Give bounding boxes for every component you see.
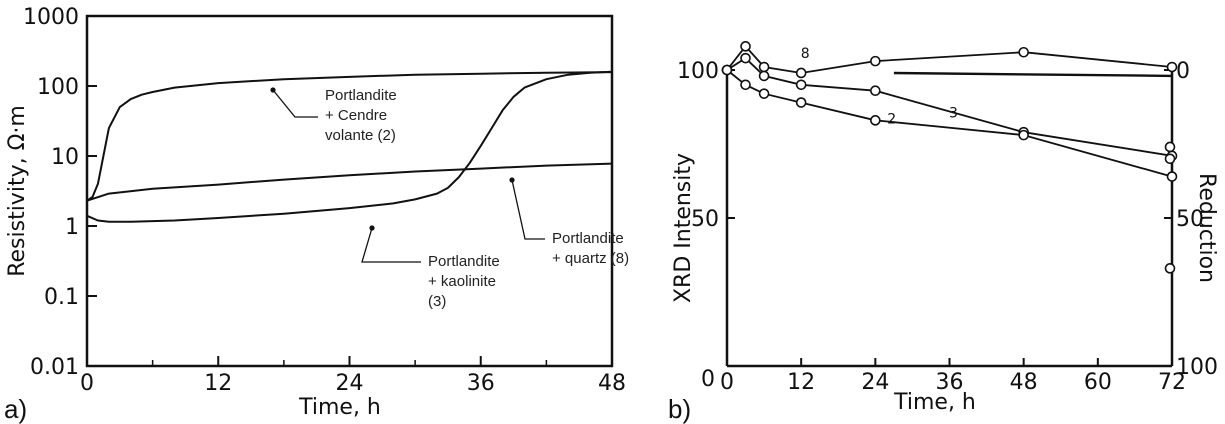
panel-b-x-tick-label: 0 xyxy=(720,370,734,395)
panel-a-annotation-text: (3) xyxy=(428,293,446,310)
panel-b-data-point xyxy=(1166,61,1178,73)
panel-b-y-axis-label: XRD Intensity xyxy=(671,153,696,303)
panel-a-y-tick-label: 10 xyxy=(51,145,79,170)
panel-a-series-line-fly-ash xyxy=(86,71,613,202)
panel-a-y-tick-label: 100 xyxy=(37,75,79,100)
panel-b-series: 8 3 2 xyxy=(721,41,1178,274)
panel-b-letter: b) xyxy=(668,394,691,424)
panel-a-annotation-text: Portlandite xyxy=(428,253,500,270)
panel-b-data-point xyxy=(870,85,881,97)
panel-b-x-tick-label: 36 xyxy=(936,370,964,395)
panel-b-y2-tick-label: 100 xyxy=(1176,355,1218,380)
panel-a-x-tick-label: 24 xyxy=(336,371,364,396)
panel-a-annotation-text: + kaolinite xyxy=(428,273,496,290)
panel-a-annotation-leader xyxy=(511,179,545,240)
panel-b-data-point xyxy=(870,115,881,126)
panel-b-data-point xyxy=(758,61,770,73)
panel-b-y-tick-label: 0 xyxy=(701,367,715,392)
panel-a-y-tick-label: 0.1 xyxy=(44,285,79,310)
panel-a-y-tick-label: 1 xyxy=(65,215,79,240)
panel-b-data-point xyxy=(795,67,807,79)
panel-a-ticks: 0 12 24 36 48 0.01 0.1 1 10 100 1000 xyxy=(23,5,626,396)
panel-a-x-tick-label: 0 xyxy=(80,371,94,396)
panel-b-data-point xyxy=(1166,171,1178,182)
panel-a-annotation-arrowhead xyxy=(369,225,375,231)
panel-a-x-tick-label: 48 xyxy=(598,371,626,396)
panel-a-annotation-text: + Cendre xyxy=(325,107,387,124)
panel-b-series-line-8 xyxy=(726,44,1173,74)
panel-b-y-tick-label: 50 xyxy=(691,207,719,232)
panel-b-data-point xyxy=(721,64,733,76)
panel-a-x-tick-label: 12 xyxy=(204,371,232,396)
panel-b-y2-tick-label: 50 xyxy=(1176,207,1204,232)
panel-a-plot-frame xyxy=(85,14,614,368)
panel-b-data-point xyxy=(1018,46,1029,58)
panel-b-series-label: 8 xyxy=(801,46,810,62)
panel-b-reduction-line xyxy=(893,71,1173,78)
panel-a-annotation-leader xyxy=(361,227,421,263)
panel-a-series-line-quartz xyxy=(86,162,613,202)
panel-b-data-point xyxy=(740,52,751,64)
panel-a-x-axis-label: Time, h xyxy=(298,395,381,420)
panel-a-y-axis-label: Resistivity, Ω·m xyxy=(5,105,30,277)
panel-b-data-point xyxy=(795,79,807,91)
panel-b-data-point xyxy=(795,97,807,108)
panel-b-data-point xyxy=(758,88,770,99)
panel-a-annotation-text: + quartz (8) xyxy=(552,250,629,267)
panel-b-series-line-2 xyxy=(726,69,1173,178)
panel-b-y2-axis-label: Reduction xyxy=(1194,173,1219,283)
panel-b-edge-point xyxy=(1164,153,1176,165)
panel-a-series-line-kaolinite xyxy=(86,70,613,223)
panel-b-y2-tick-label: 0 xyxy=(1176,59,1190,84)
panel-a-annotation-text: Portlandite xyxy=(552,230,624,247)
panel-a-annotation-arrowhead xyxy=(270,87,276,93)
panel-a-series xyxy=(86,70,613,223)
panel-b-x-tick-label: 72 xyxy=(1158,370,1186,395)
panel-a-x-tick-label: 36 xyxy=(467,371,495,396)
panel-b-edge-point xyxy=(1164,263,1176,274)
panel-b-data-point xyxy=(1018,129,1029,141)
panel-b-x-tick-label: 48 xyxy=(1010,370,1038,395)
panel-b-data-point xyxy=(740,41,751,52)
panel-a-y-tick-label: 1000 xyxy=(23,5,79,30)
panel-a-annotations: Portlandite + Cendre volante (2) Portlandit… xyxy=(270,87,629,310)
panel-a-annotation-text: Portlandite xyxy=(325,87,397,104)
panel-a-annotation-arrowhead xyxy=(509,177,515,183)
panel-b-data-point xyxy=(870,55,881,67)
panel-b-y-tick-label: 100 xyxy=(677,59,719,84)
panel-b-series-label: 2 xyxy=(887,111,896,127)
panel-a-y-tick-label: 0.01 xyxy=(30,355,79,380)
panel-b-x-axis-label: Time, h xyxy=(893,390,976,415)
panel-b-x-tick-label: 60 xyxy=(1084,370,1112,395)
panel-b-data-point xyxy=(740,79,751,91)
panel-a-annotation-text: volante (2) xyxy=(325,127,396,144)
panel-a-letter: a) xyxy=(4,394,27,424)
panel-b-x-tick-label: 24 xyxy=(861,370,889,395)
panel-a-resistivity-chart: 0 12 24 36 48 0.01 0.1 1 10 100 1000 Portlandite + … xyxy=(4,5,629,424)
panel-a-annotation-leader xyxy=(272,89,318,118)
panel-b-data-point xyxy=(758,70,770,82)
panel-b-series-label: 3 xyxy=(949,105,958,121)
panel-b-edge-point xyxy=(1164,141,1176,153)
panel-b-x-tick-label: 12 xyxy=(787,370,815,395)
